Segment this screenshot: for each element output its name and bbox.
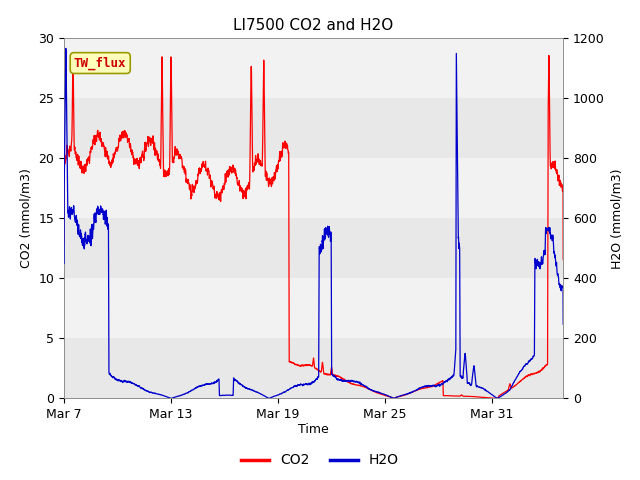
Title: LI7500 CO2 and H2O: LI7500 CO2 and H2O [234, 18, 394, 33]
Bar [64, 338, 563, 398]
Bar [64, 278, 563, 338]
Y-axis label: H2O (mmol/m3): H2O (mmol/m3) [611, 168, 623, 269]
Bar [64, 158, 563, 218]
Y-axis label: CO2 (mmol/m3): CO2 (mmol/m3) [20, 168, 33, 268]
Bar [64, 218, 563, 278]
X-axis label: Time: Time [298, 422, 329, 435]
Text: TW_flux: TW_flux [74, 56, 127, 70]
Bar [64, 98, 563, 158]
Legend: CO2, H2O: CO2, H2O [236, 448, 404, 473]
Bar [64, 38, 563, 98]
